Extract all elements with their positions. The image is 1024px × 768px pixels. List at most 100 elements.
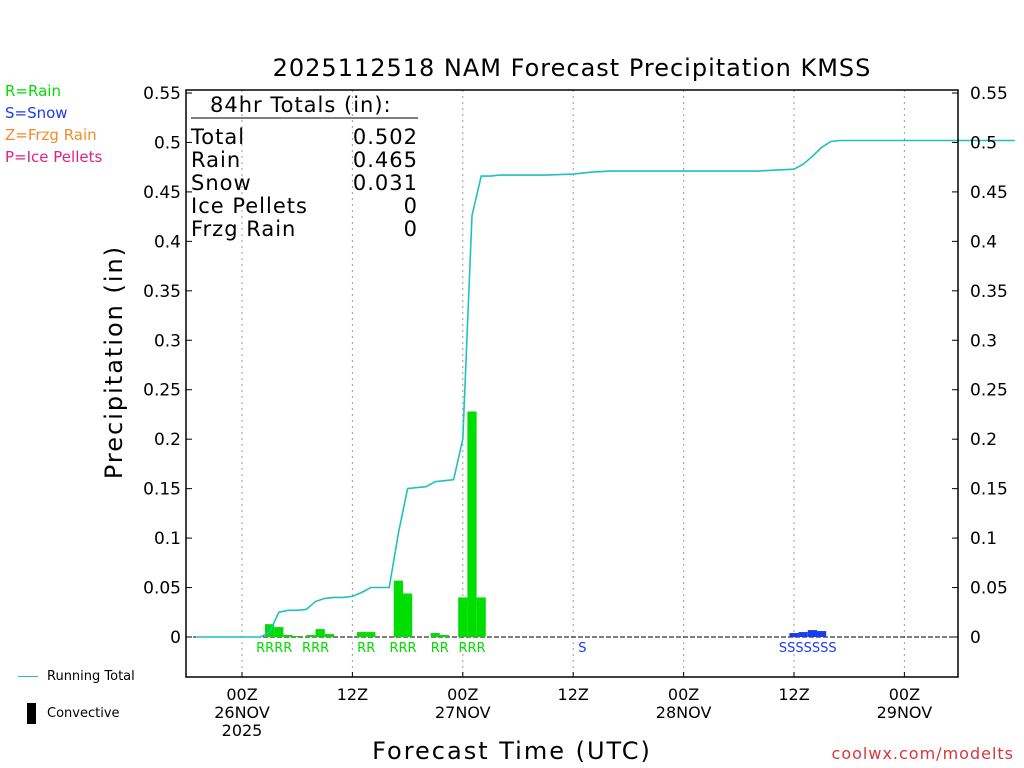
ptype-mark: RRR: [389, 641, 416, 656]
y-tick-label-left: 0.25: [143, 381, 181, 401]
source-credit: coolwx.com/modelts: [831, 744, 1014, 763]
y-tick-label-right: 0.35: [970, 282, 1008, 302]
snow-bar: [789, 633, 799, 637]
y-tick-label-left: 0.4: [154, 232, 181, 252]
x-tick-label: 00Z: [226, 685, 257, 704]
ptype-mark: S: [578, 641, 586, 656]
x-tick-label: 28NOV: [656, 703, 712, 722]
precip-type-key: R=Rain S=Snow Z=Frzg Rain P=Ice Pellets: [5, 80, 102, 168]
snow-bar: [807, 630, 817, 637]
totals-label: Total: [190, 125, 245, 149]
totals-value: 0: [404, 194, 418, 218]
x-tick-label: 00Z: [889, 685, 920, 704]
rain-bar: [357, 632, 367, 637]
rain-bar: [403, 593, 413, 637]
key-freezing-rain: Z=Frzg Rain: [5, 126, 97, 144]
totals-label: Rain: [191, 148, 241, 172]
totals-value: 0.465: [353, 148, 418, 172]
vertical-gridlines: [241, 90, 905, 677]
y-tick-label-left: 0.1: [154, 529, 181, 549]
running-total-swatch: [18, 676, 38, 677]
y-axis-left: 0 0.05 0.1 0.15 0.2 0.25 0.3 0.35 0.4 0.45 0.5 0.55: [143, 84, 192, 648]
x-tick-label: 27NOV: [435, 703, 491, 722]
y-tick-label-right: 0.25: [970, 381, 1008, 401]
x-tick-label: 12Z: [778, 685, 809, 704]
rain-bar: [366, 632, 376, 637]
key-rain: R=Rain: [5, 82, 61, 100]
x-tick-label: 12Z: [558, 685, 589, 704]
y-tick-label-right: 0.15: [970, 480, 1008, 500]
convective-swatch: [27, 703, 36, 724]
x-tick-label: 00Z: [668, 685, 699, 704]
x-tick-label: 29NOV: [877, 703, 933, 722]
rain-bar: [476, 597, 486, 637]
y-tick-label-left: 0.45: [143, 183, 181, 203]
rain-bar: [393, 580, 403, 637]
rain-bar: [439, 635, 449, 637]
y-tick-label-right: 0.05: [970, 579, 1008, 599]
x-tick-label: 26NOV: [214, 703, 270, 722]
rain-bar: [274, 627, 284, 637]
y-tick-label-right: 0.1: [970, 529, 997, 549]
ptype-mark: SSSSSSS: [779, 641, 837, 656]
rain-bar: [458, 597, 468, 637]
totals-label: Frzg Rain: [191, 217, 296, 241]
x-tick-label: 00Z: [447, 685, 478, 704]
precipitation-bars: [265, 411, 827, 638]
y-tick-label-right: 0.2: [970, 430, 997, 450]
rain-bar: [306, 635, 316, 637]
x-tick-label: 12Z: [337, 685, 368, 704]
y-tick-label-left: 0: [170, 628, 181, 648]
y-tick-label-left: 0.3: [154, 331, 181, 351]
ptype-mark: RRR: [458, 641, 485, 656]
x-axis-title: Forecast Time (UTC): [372, 737, 652, 765]
rain-bar: [430, 633, 440, 637]
rain-bar: [315, 629, 325, 637]
running-total-label: Running Total: [47, 669, 135, 684]
snow-bar: [798, 632, 808, 637]
y-tick-label-left: 0.2: [154, 430, 181, 450]
y-tick-label-left: 0.5: [154, 133, 181, 153]
y-axis-title: Precipitation (in): [100, 245, 128, 479]
snow-bar: [817, 631, 827, 637]
ptype-mark: RR: [357, 641, 375, 656]
totals-label: Snow: [191, 171, 252, 195]
y-tick-label-right: 0.45: [970, 183, 1008, 203]
totals-heading: 84hr Totals (in):: [210, 93, 392, 117]
y-tick-label-right: 0.55: [970, 84, 1008, 104]
y-tick-label-left: 0.55: [143, 84, 181, 104]
ptype-mark: RRRR: [256, 641, 292, 656]
y-tick-label-right: 0.5: [970, 133, 997, 153]
y-tick-label-right: 0: [970, 628, 981, 648]
legend-convective: Convective: [18, 703, 120, 724]
legend-running-total: Running Total: [18, 669, 135, 684]
running-total-layer: [196, 139, 1015, 638]
precip-type-marks: RRRR RRR RR RRR RR RRR S SSSSSSS: [256, 641, 837, 656]
plot-frame: [185, 89, 959, 678]
totals-value: 0.502: [353, 125, 418, 149]
rain-bar: [467, 411, 477, 637]
y-axis-right: 0 0.05 0.1 0.15 0.2 0.25 0.3 0.35 0.4 0.45 0.5 0.55: [952, 84, 1008, 648]
totals-box: 84hr Totals (in): Total 0.502 Rain 0.465 Snow…: [190, 93, 418, 241]
y-tick-label-left: 0.05: [143, 579, 181, 599]
key-snow: S=Snow: [5, 104, 68, 122]
y-tick-label-right: 0.3: [970, 331, 997, 351]
ptype-mark: RRR: [302, 641, 329, 656]
convective-label: Convective: [47, 706, 120, 721]
rain-bar: [292, 636, 302, 638]
x-tick-label: 2025: [222, 721, 263, 740]
running-total-line: [196, 139, 1015, 638]
totals-value: 0.031: [353, 171, 418, 195]
y-tick-label-left: 0.15: [143, 480, 181, 500]
y-tick-label-left: 0.35: [143, 282, 181, 302]
ptype-mark: RR: [431, 641, 449, 656]
rain-bar: [324, 634, 334, 637]
chart-title: 2025112518 NAM Forecast Precipitation KM…: [273, 54, 872, 82]
y-tick-label-right: 0.4: [970, 232, 997, 252]
rain-bar: [283, 635, 293, 637]
totals-label: Ice Pellets: [191, 194, 308, 218]
totals-value: 0: [404, 217, 418, 241]
key-ice-pellets: P=Ice Pellets: [5, 148, 103, 166]
